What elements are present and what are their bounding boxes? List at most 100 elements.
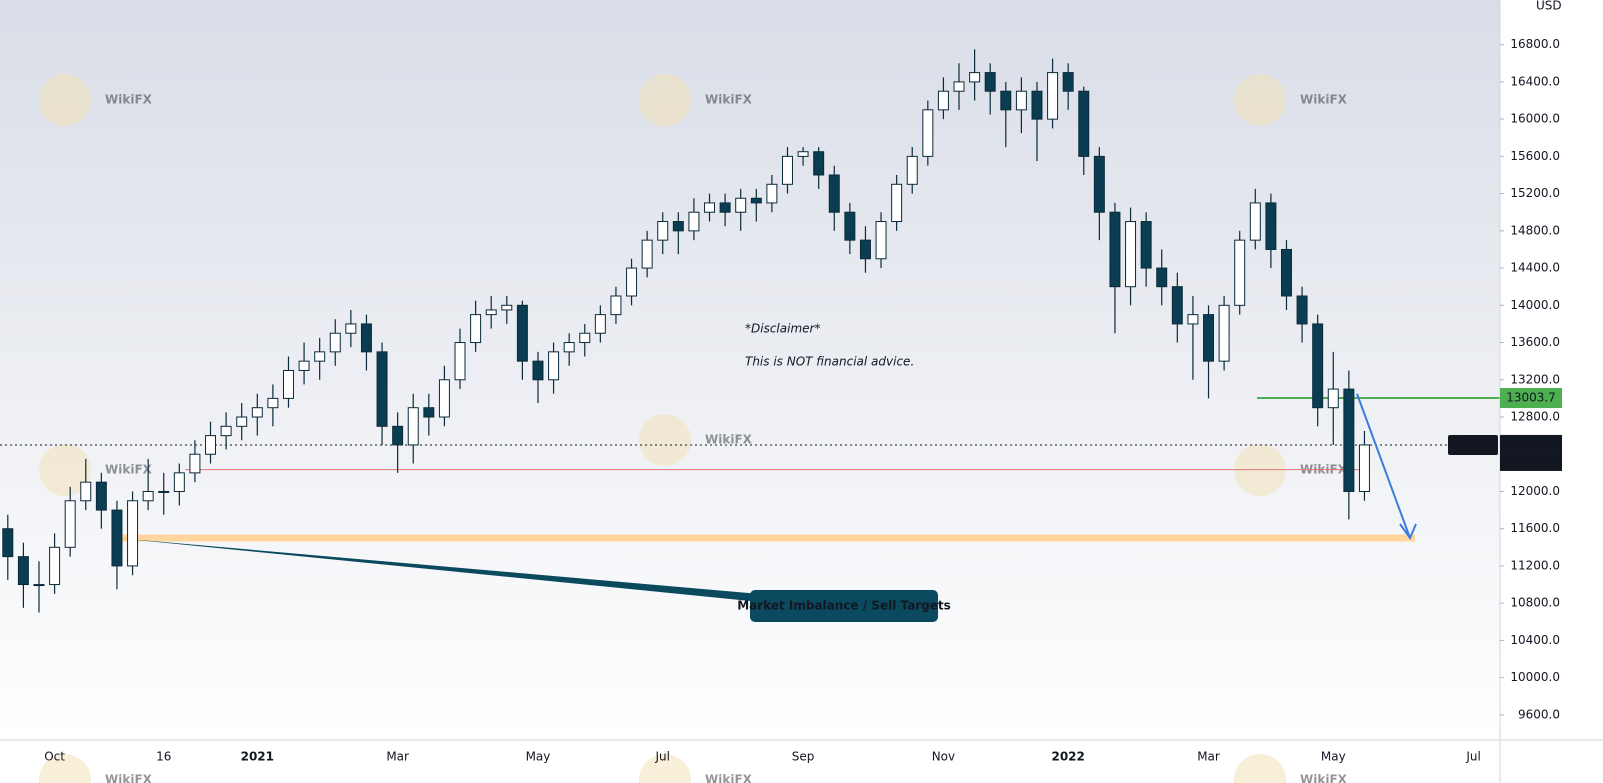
candle-body: [828, 174, 840, 213]
y-tick-label: 10400.0: [1510, 633, 1560, 647]
candle-body: [282, 369, 294, 399]
x-tick-label: 2021: [241, 750, 274, 764]
candle-body: [1296, 295, 1308, 325]
y-tick-label: 11600.0: [1510, 521, 1560, 535]
candle-body: [407, 407, 419, 446]
arrow-head: [1399, 523, 1417, 541]
watermark-logo: [1234, 74, 1286, 126]
candle-body: [158, 490, 170, 493]
candle-body: [1265, 202, 1277, 250]
last-price-bg: [1500, 434, 1562, 471]
watermark-logo: [39, 74, 91, 126]
candle-body: [516, 304, 528, 362]
candle-body: [984, 72, 996, 92]
watermark-logo: [39, 444, 91, 496]
candle-body: [251, 407, 263, 418]
candle-body: [657, 221, 669, 241]
candle-body: [360, 323, 372, 353]
candle-body: [766, 183, 778, 204]
candle-body: [298, 360, 310, 371]
resistance-label: 13003.7: [1506, 391, 1556, 405]
candle-body: [1234, 239, 1246, 306]
watermark: WikiFX: [105, 463, 153, 477]
candle-body: [267, 397, 279, 409]
candle-body: [438, 379, 450, 418]
y-tick-label: 9600.0: [1518, 707, 1560, 721]
candle-body: [1327, 388, 1339, 409]
candle-body: [1109, 211, 1121, 288]
candle-body: [859, 239, 871, 260]
plot: [0, 49, 1500, 613]
annotation: This is NOT financial advice.: [745, 355, 914, 369]
candle-body: [1047, 72, 1059, 120]
x-tick-label: 16: [156, 750, 171, 764]
callout-box: [750, 590, 938, 622]
candle-body: [1031, 90, 1043, 120]
x-tick-label: Sep: [792, 750, 815, 764]
candle-body: [875, 221, 887, 260]
y-tick-label: 16800.0: [1510, 37, 1560, 51]
candle-body: [17, 556, 29, 586]
candle-body: [1249, 202, 1261, 241]
y-tick-label: 12000.0: [1510, 484, 1560, 498]
resistance-label-bg: [1500, 388, 1562, 409]
y-tick-label: 16400.0: [1510, 74, 1560, 88]
candle-body: [735, 197, 747, 213]
candle-body: [376, 351, 388, 427]
callout-text: Market Imbalance / Sell Targets: [737, 599, 951, 613]
y-tick-label: 13600.0: [1510, 335, 1560, 349]
y-tick-label: 14400.0: [1510, 261, 1560, 275]
candle-body: [392, 425, 404, 446]
candle-body: [1015, 90, 1027, 111]
x-tick-label: Mar: [386, 750, 409, 764]
candle-body: [1343, 388, 1355, 492]
candle-body: [470, 314, 482, 344]
candle-body: [1171, 286, 1183, 325]
countdown-label: 13:28:33: [1504, 454, 1558, 468]
candle-body: [548, 351, 560, 381]
candle-body: [579, 332, 591, 344]
candle-body: [906, 155, 918, 185]
candle-body: [1280, 248, 1292, 297]
candle-body: [797, 151, 809, 157]
candle-body: [1218, 304, 1230, 362]
currency-label: USD: [1536, 0, 1562, 13]
candle-body: [173, 472, 185, 492]
candle-body: [563, 342, 575, 353]
candle-body: [189, 453, 201, 474]
y-tick-label: 11200.0: [1510, 558, 1560, 572]
candle-body: [111, 509, 123, 567]
candle-body: [750, 197, 762, 204]
candle-body: [220, 425, 232, 437]
y-tick-label: 14800.0: [1510, 223, 1560, 237]
candle-body: [937, 90, 949, 111]
candle-body: [127, 500, 139, 567]
y-tick-label: 12800.0: [1510, 410, 1560, 424]
candle-body: [781, 155, 793, 185]
candle-body: [314, 351, 326, 362]
y-tick-label: 14000.0: [1510, 298, 1560, 312]
watermark-logo: [1234, 754, 1286, 783]
candle-body: [626, 267, 638, 297]
candle-body: [64, 500, 76, 548]
x-tick-label: Jul: [654, 750, 669, 764]
y-tick-label: 10000.0: [1510, 670, 1560, 684]
candle-body: [1000, 90, 1012, 111]
candle-body: [719, 202, 731, 213]
candle-body: [1125, 221, 1137, 288]
watermark-logo: [639, 414, 691, 466]
x-tick-label: 2022: [1051, 750, 1084, 764]
y-tick-label: 16000.0: [1510, 112, 1560, 126]
watermark: WikiFX: [105, 93, 153, 107]
watermarks: WikiFX WikiFX WikiFX WikiFX WikiFX WikiFX Wiki…: [39, 74, 1348, 783]
candle-body: [80, 481, 92, 502]
watermark: WikiFX: [1300, 773, 1348, 783]
y-tick-label: 10800.0: [1510, 596, 1560, 610]
x-tick-label: Jul: [1465, 750, 1480, 764]
x-tick-label: Mar: [1197, 750, 1220, 764]
candle-body: [641, 239, 653, 269]
candle-body: [891, 183, 903, 223]
candle-body: [688, 211, 700, 232]
candle-body: [485, 309, 497, 316]
